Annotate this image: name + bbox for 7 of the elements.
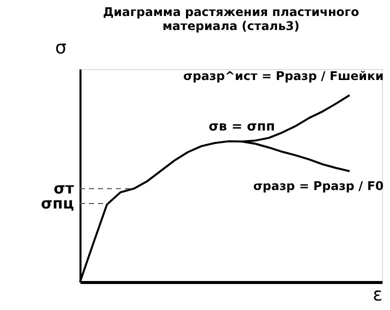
text: материала (сталь3)	[162, 19, 300, 33]
text: Диаграмма растяжения пластичного	[102, 5, 360, 19]
annotation: σв = σпп	[208, 119, 275, 134]
x-axis-title: ε	[372, 284, 382, 306]
text: σразр^ист = Pразр / Fшейки	[183, 69, 384, 84]
annotation: σразр = Pразр / F0	[253, 179, 384, 194]
y-axis-title: σ	[55, 38, 66, 58]
